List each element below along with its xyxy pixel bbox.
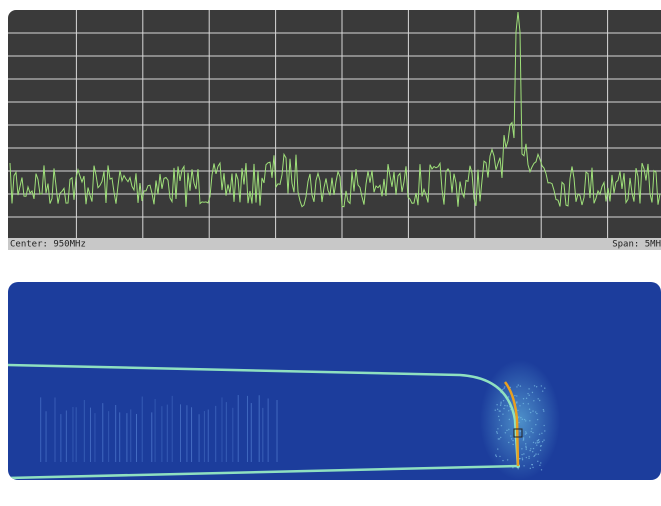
- page: Center: 950MHz Span: 5MH (() => { const …: [0, 0, 661, 506]
- waterfall-glow: [480, 360, 560, 480]
- waterfall-panel: [8, 282, 661, 480]
- center-label: Center: 950MHz: [10, 240, 86, 250]
- span-label: Span: 5MH: [612, 240, 661, 250]
- spectrum-panel: [8, 10, 661, 250]
- screenshot: Center: 950MHz Span: 5MH: [0, 0, 661, 506]
- status-bar: [8, 238, 661, 250]
